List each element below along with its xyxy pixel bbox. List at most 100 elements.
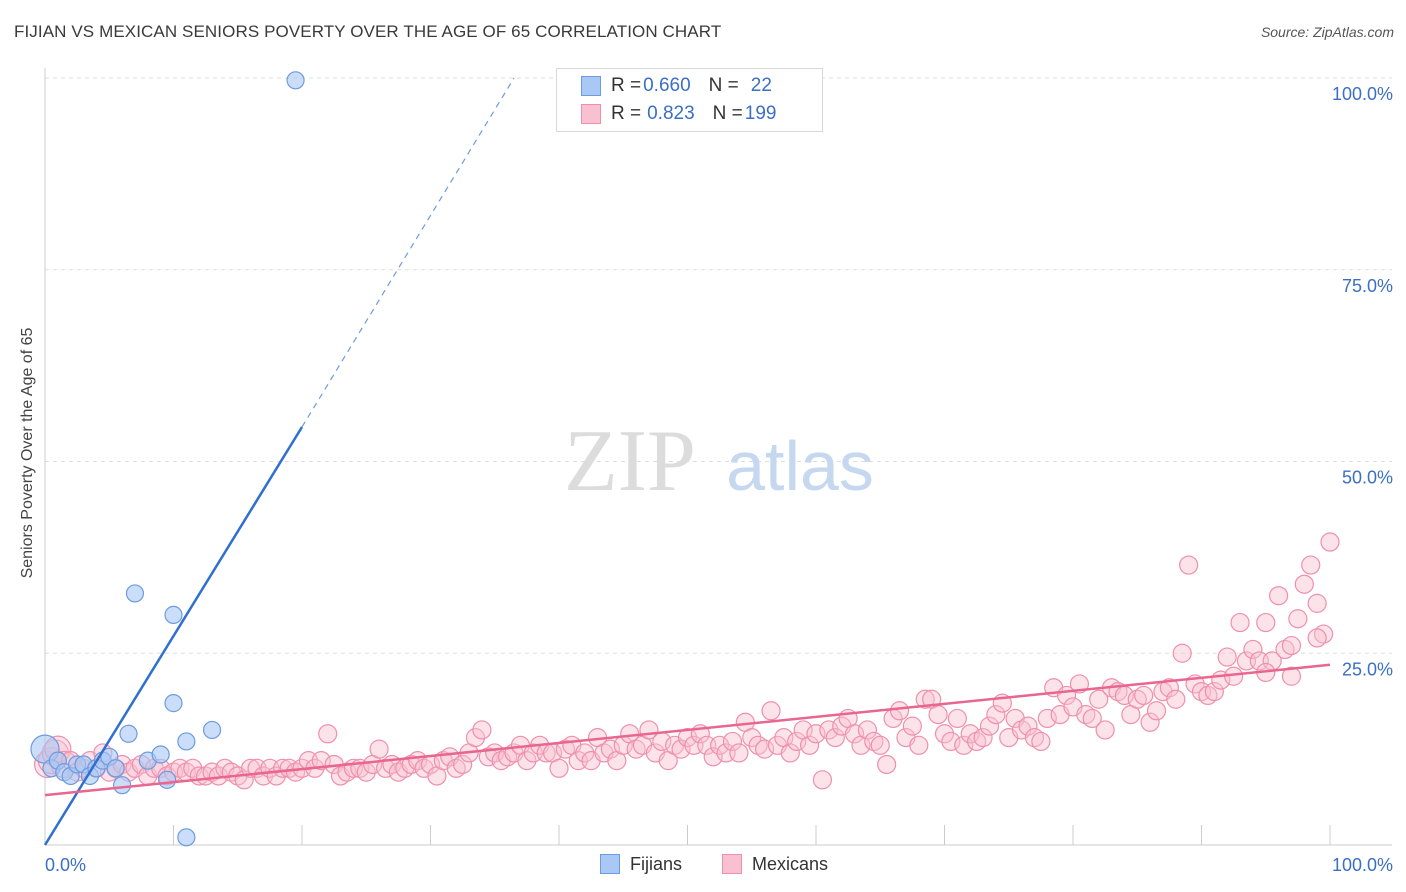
mexican-point bbox=[703, 747, 723, 767]
mexican-point bbox=[369, 739, 389, 759]
chart-title: FIJIAN VS MEXICAN SENIORS POVERTY OVER T… bbox=[14, 22, 722, 41]
mexican-point bbox=[1288, 609, 1308, 629]
mexican-point bbox=[909, 735, 929, 755]
mexican-point bbox=[1256, 612, 1276, 633]
mexican-point bbox=[1320, 532, 1340, 552]
legend-label-mexicans: Mexicans bbox=[752, 853, 829, 874]
mexican-point bbox=[1018, 716, 1038, 736]
mexican-point bbox=[1031, 731, 1051, 752]
fijians-trend-extension bbox=[301, 77, 515, 428]
mexican-point bbox=[780, 743, 800, 763]
legend-item-fijians[interactable]: Fijians bbox=[600, 854, 682, 875]
mexican-point bbox=[1217, 647, 1237, 667]
tick-labels: 25.0% 50.0% 75.0% 100.0% 0.0% 100.0% bbox=[45, 84, 1393, 875]
legend-label-fijians: Fijians bbox=[630, 853, 683, 874]
trend-lines bbox=[43, 77, 1331, 846]
mexican-point bbox=[729, 743, 749, 763]
y-tick-label: 75.0% bbox=[1342, 276, 1393, 296]
mexican-point bbox=[1159, 678, 1179, 698]
mexican-point bbox=[844, 724, 865, 744]
fijian-point bbox=[157, 770, 177, 789]
mexican-point bbox=[575, 743, 595, 763]
fijian-point bbox=[106, 759, 125, 778]
mexican-point bbox=[549, 758, 569, 778]
r-value: 0.823 bbox=[647, 103, 695, 124]
mexican-point bbox=[722, 731, 743, 752]
mexican-point bbox=[754, 739, 775, 759]
fijian-point bbox=[202, 720, 222, 740]
mexican-point bbox=[947, 708, 967, 729]
watermark: ZIP atlas bbox=[564, 413, 874, 510]
mexican-point bbox=[825, 728, 845, 748]
mexican-point bbox=[902, 716, 922, 736]
mexican-point bbox=[1134, 685, 1154, 706]
mexican-point bbox=[1301, 555, 1321, 575]
legend-row-fijians: R = 0.660 N = 22 bbox=[581, 73, 772, 99]
correlation-legend: R = 0.660 N = 22 R = 0.823 N = 199 bbox=[556, 68, 823, 132]
mexican-point bbox=[453, 754, 473, 775]
mexican-point bbox=[941, 731, 961, 752]
mexican-point bbox=[1243, 639, 1263, 660]
mexican-point bbox=[1037, 708, 1057, 729]
series-legend: Fijians Mexicans bbox=[600, 851, 868, 877]
fijian-point bbox=[151, 745, 170, 764]
grid-lines bbox=[45, 77, 1392, 654]
fijian-point bbox=[177, 828, 196, 847]
r-label: R = bbox=[611, 75, 642, 96]
mexican-point bbox=[986, 705, 1006, 725]
mexican-point bbox=[600, 739, 621, 759]
fijian-point bbox=[119, 724, 138, 743]
mexican-point bbox=[1294, 574, 1314, 594]
mexicans-swatch bbox=[722, 854, 743, 874]
legend-row-mexicans: R = 0.823 N = 199 bbox=[581, 101, 776, 127]
n-label: N = bbox=[708, 75, 739, 96]
y-tick-label: 25.0% bbox=[1342, 659, 1393, 679]
x-tick-label-max: 100.0% bbox=[1332, 855, 1393, 875]
fijians-swatch bbox=[581, 76, 601, 96]
mexican-point bbox=[857, 720, 878, 740]
fijian-point bbox=[164, 605, 183, 625]
mexican-point bbox=[870, 735, 890, 755]
x-tick-label-min: 0.0% bbox=[45, 855, 86, 875]
mexican-point bbox=[1095, 720, 1115, 740]
mexican-point bbox=[1307, 593, 1327, 613]
legend-item-mexicans[interactable]: Mexicans bbox=[722, 854, 828, 875]
fijian-point bbox=[125, 584, 145, 603]
mexican-point bbox=[960, 724, 980, 744]
mexican-point bbox=[799, 735, 820, 755]
mexican-point bbox=[1082, 708, 1102, 729]
mexican-point bbox=[1069, 674, 1090, 694]
mexican-point bbox=[934, 724, 955, 744]
mexican-point bbox=[928, 705, 948, 725]
mexican-point bbox=[889, 701, 910, 721]
mexican-point bbox=[787, 731, 807, 752]
mexican-point bbox=[1281, 635, 1302, 656]
y-tick-label: 50.0% bbox=[1342, 468, 1393, 488]
mexicans-trend-line bbox=[44, 663, 1331, 797]
mexican-point bbox=[710, 735, 730, 755]
mexican-point bbox=[742, 728, 762, 748]
mexicans-swatch bbox=[581, 104, 601, 124]
mexican-point bbox=[472, 720, 492, 740]
fijian-point bbox=[164, 694, 183, 713]
mexican-point bbox=[877, 754, 897, 775]
mexican-point bbox=[1268, 586, 1289, 606]
mexican-point bbox=[812, 770, 833, 790]
mexican-point bbox=[1166, 689, 1186, 709]
n-label: N = bbox=[712, 103, 743, 124]
mexican-point bbox=[915, 689, 935, 709]
mexican-point bbox=[1307, 628, 1327, 648]
mexican-point bbox=[1146, 701, 1167, 721]
mexican-point bbox=[273, 758, 293, 778]
axes bbox=[44, 68, 1392, 846]
mexican-point bbox=[1089, 689, 1109, 709]
mexican-point bbox=[517, 751, 537, 771]
mexican-point bbox=[819, 720, 839, 740]
mexican-point bbox=[1281, 666, 1302, 686]
mexican-point bbox=[1179, 555, 1199, 575]
mexican-point bbox=[671, 739, 691, 759]
mexican-point bbox=[1230, 612, 1250, 633]
mexican-point bbox=[806, 724, 826, 744]
r-label: R = bbox=[611, 103, 642, 124]
